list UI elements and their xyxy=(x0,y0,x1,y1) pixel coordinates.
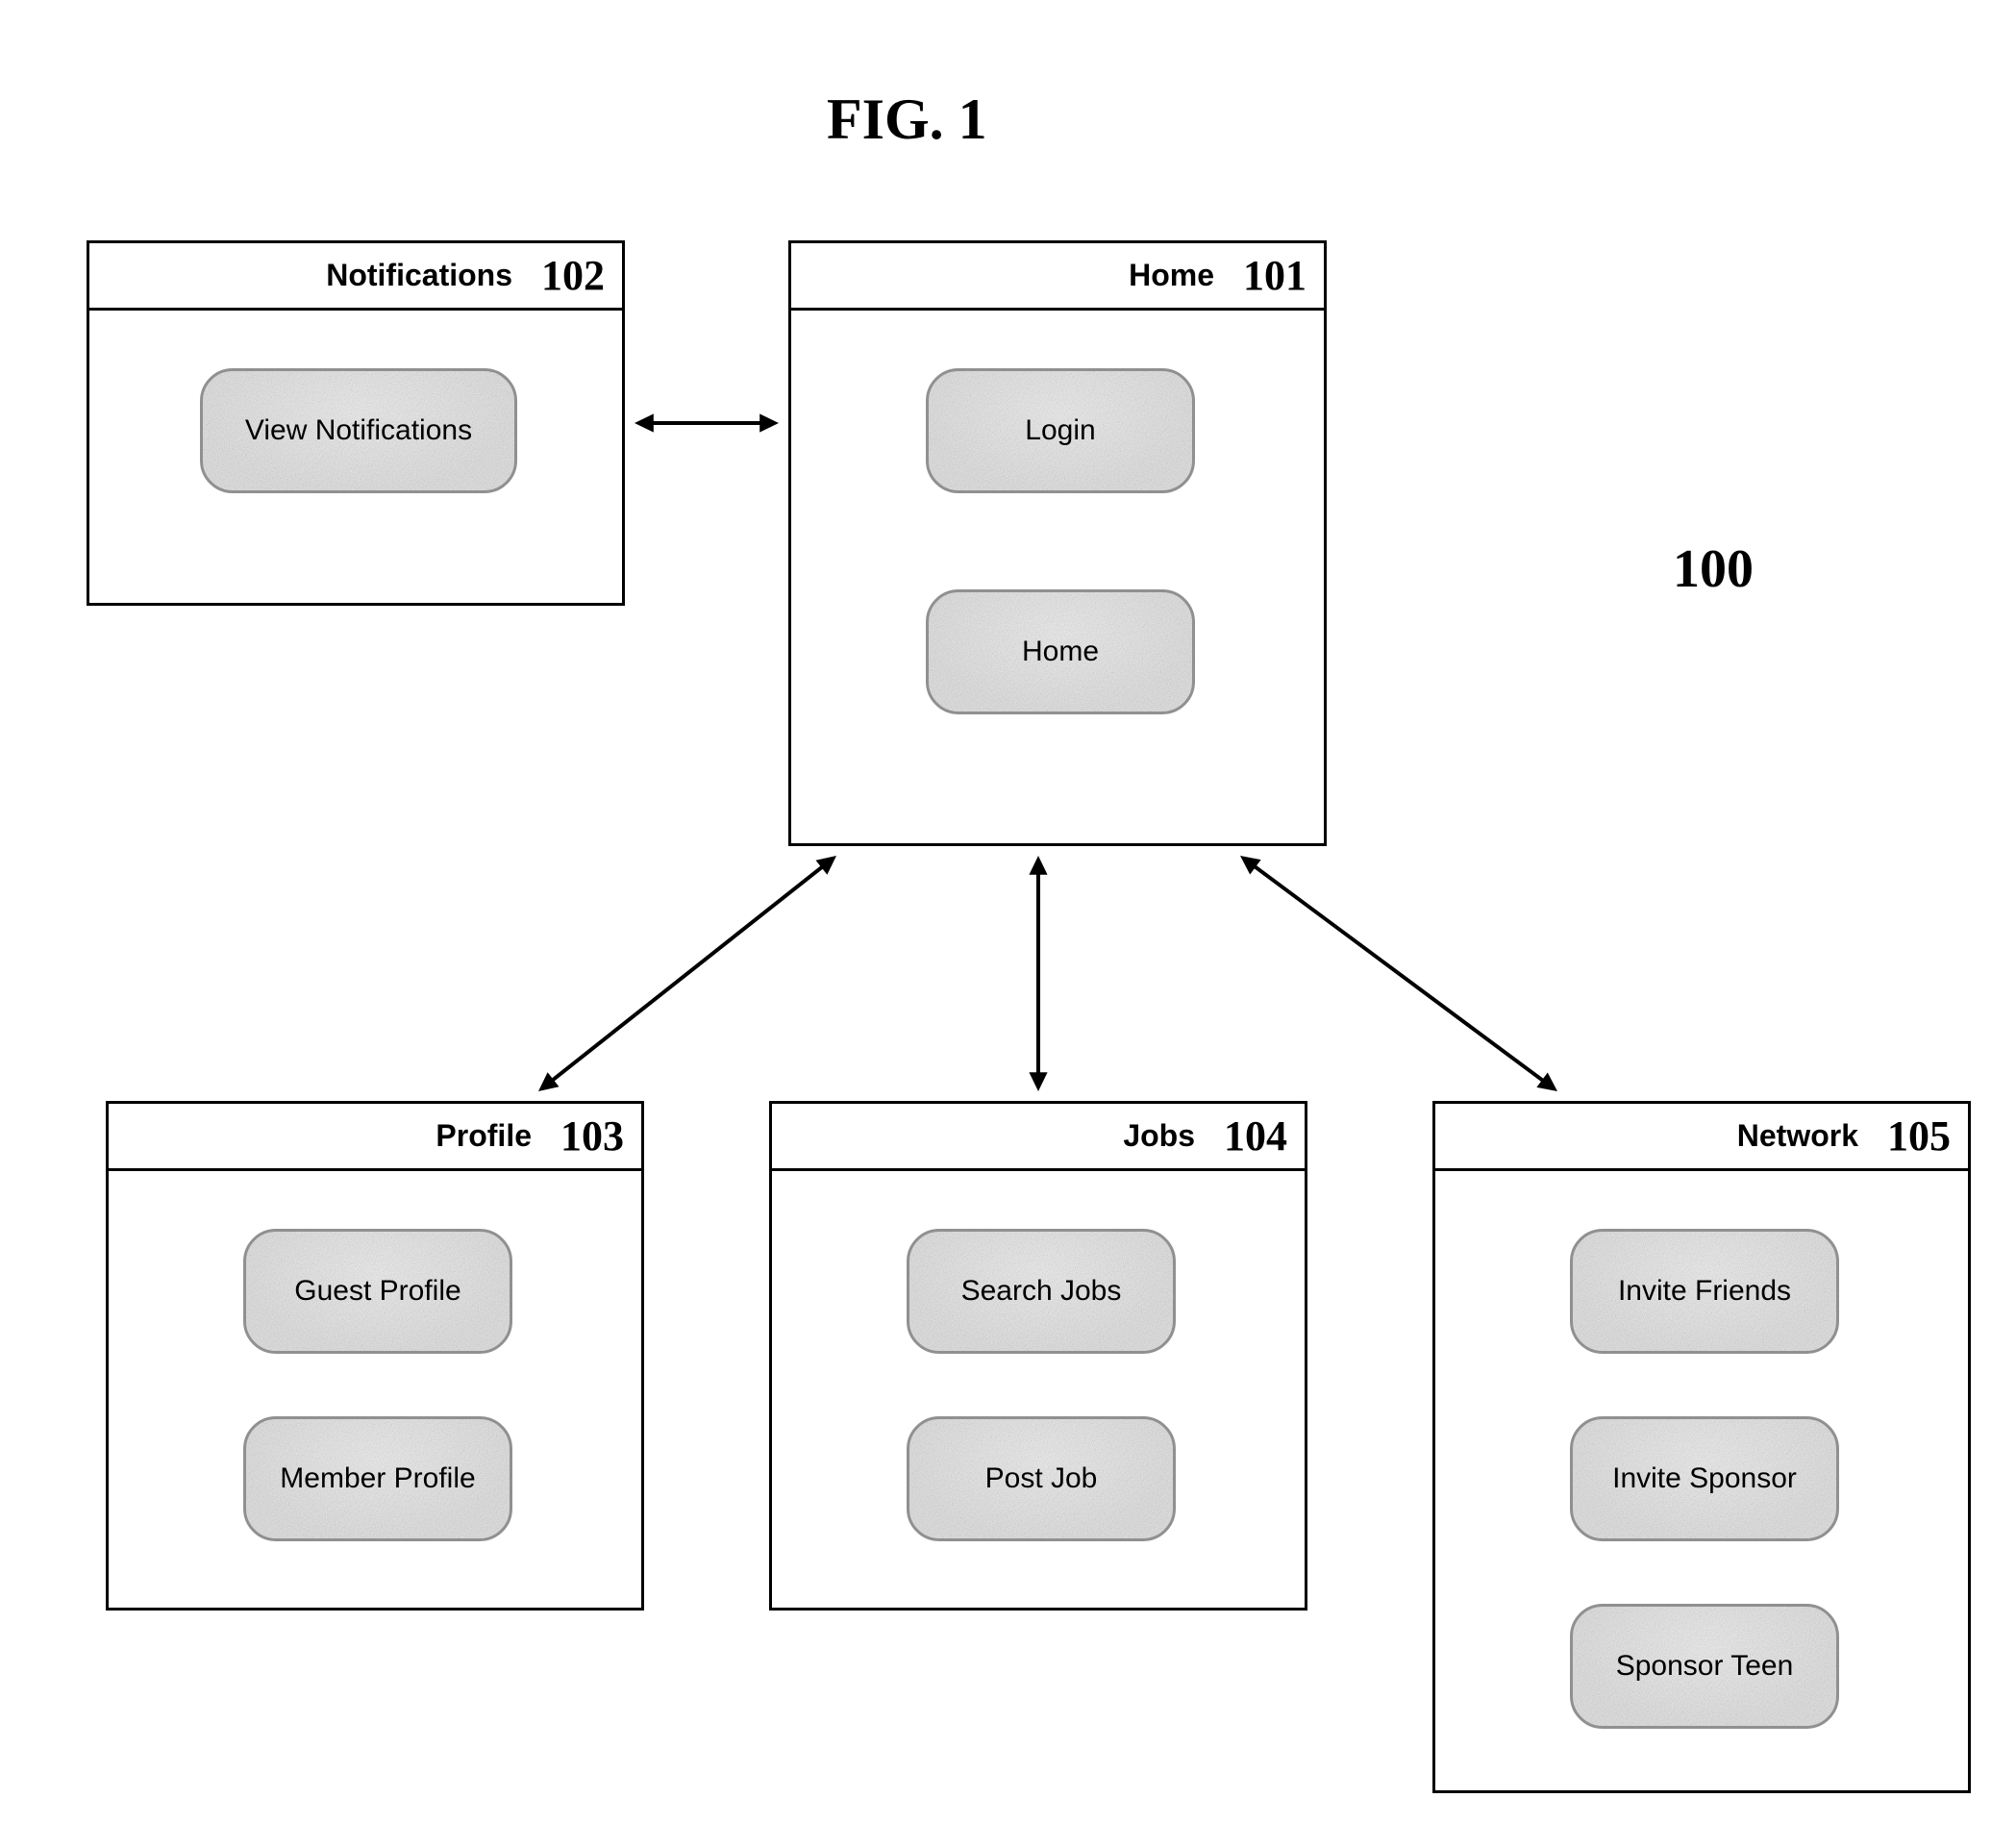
home-panel: Home 101 Login Home xyxy=(788,240,1327,846)
network-panel-body: Invite Friends Invite Sponsor Sponsor Teen xyxy=(1435,1171,1968,1790)
home-panel-body: Login Home xyxy=(791,311,1324,843)
post-job-button-label: Post Job xyxy=(985,1462,1098,1495)
view-notifications-button-label: View Notifications xyxy=(245,414,472,447)
invite-sponsor-button-label: Invite Sponsor xyxy=(1612,1462,1797,1495)
invite-friends-button[interactable]: Invite Friends xyxy=(1570,1229,1839,1354)
profile-panel-header: Profile 103 xyxy=(109,1104,641,1171)
view-notifications-button[interactable]: View Notifications xyxy=(200,368,517,493)
network-panel-ref: 105 xyxy=(1887,1111,1951,1161)
post-job-button[interactable]: Post Job xyxy=(907,1416,1176,1541)
notifications-panel-ref: 102 xyxy=(541,251,605,300)
notifications-panel-header: Notifications 102 xyxy=(89,243,622,311)
sponsor-teen-button[interactable]: Sponsor Teen xyxy=(1570,1604,1839,1729)
jobs-panel-title: Jobs xyxy=(1123,1118,1195,1154)
profile-panel-title: Profile xyxy=(436,1118,532,1154)
guest-profile-button[interactable]: Guest Profile xyxy=(243,1229,512,1354)
home-button[interactable]: Home xyxy=(926,589,1195,714)
home-panel-title: Home xyxy=(1129,258,1214,293)
invite-friends-button-label: Invite Friends xyxy=(1618,1275,1791,1308)
login-button-label: Login xyxy=(1025,414,1095,447)
notifications-panel-body: View Notifications xyxy=(89,311,622,603)
invite-sponsor-button[interactable]: Invite Sponsor xyxy=(1570,1416,1839,1541)
profile-panel-ref: 103 xyxy=(560,1111,624,1161)
sponsor-teen-button-label: Sponsor Teen xyxy=(1616,1650,1794,1683)
figure-stage: FIG. 1 100 Notifications 102 View Notifica… xyxy=(0,0,2016,1848)
profile-panel-body: Guest Profile Member Profile xyxy=(109,1171,641,1608)
figure-title: FIG. 1 xyxy=(827,87,987,153)
network-panel-title: Network xyxy=(1737,1118,1858,1154)
network-panel: Network 105 Invite Friends Invite Sponsor Sp… xyxy=(1432,1101,1971,1793)
arrow-home-jobs xyxy=(1029,856,1047,1091)
member-profile-button[interactable]: Member Profile xyxy=(243,1416,512,1541)
jobs-panel-ref: 104 xyxy=(1224,1111,1287,1161)
notifications-panel: Notifications 102 View Notifications xyxy=(87,240,625,606)
network-panel-header: Network 105 xyxy=(1435,1104,1968,1171)
guest-profile-button-label: Guest Profile xyxy=(294,1275,460,1308)
jobs-panel: Jobs 104 Search Jobs Post Job xyxy=(769,1101,1307,1611)
arrow-home-profile xyxy=(538,856,836,1091)
search-jobs-button-label: Search Jobs xyxy=(961,1275,1122,1308)
figure-reference-number: 100 xyxy=(1673,538,1754,600)
arrow-notifications-home xyxy=(635,413,779,432)
notifications-panel-title: Notifications xyxy=(326,258,512,293)
jobs-panel-body: Search Jobs Post Job xyxy=(772,1171,1305,1608)
login-button[interactable]: Login xyxy=(926,368,1195,493)
profile-panel: Profile 103 Guest Profile Member Profile xyxy=(106,1101,644,1611)
search-jobs-button[interactable]: Search Jobs xyxy=(907,1229,1176,1354)
member-profile-button-label: Member Profile xyxy=(280,1462,475,1495)
arrow-home-network xyxy=(1240,856,1557,1091)
home-button-label: Home xyxy=(1022,636,1099,668)
jobs-panel-header: Jobs 104 xyxy=(772,1104,1305,1171)
home-panel-header: Home 101 xyxy=(791,243,1324,311)
home-panel-ref: 101 xyxy=(1243,251,1307,300)
